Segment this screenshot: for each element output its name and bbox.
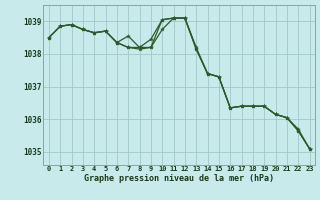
X-axis label: Graphe pression niveau de la mer (hPa): Graphe pression niveau de la mer (hPa) — [84, 174, 274, 183]
